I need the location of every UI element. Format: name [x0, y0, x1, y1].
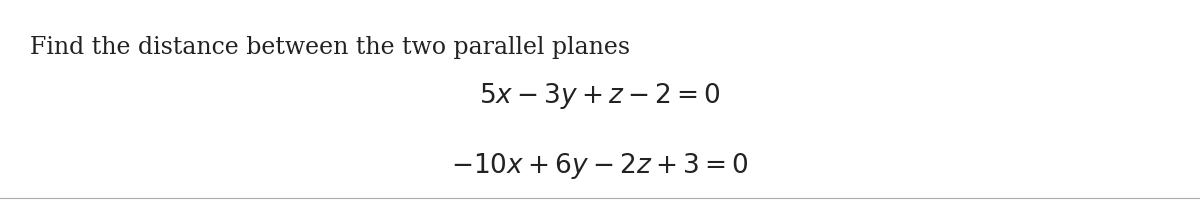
Text: $5x - 3y + z - 2 = 0$: $5x - 3y + z - 2 = 0$ — [479, 81, 721, 111]
Text: $-10x + 6y - 2z + 3 = 0$: $-10x + 6y - 2z + 3 = 0$ — [451, 151, 749, 181]
Text: Find the distance between the two parallel planes: Find the distance between the two parall… — [30, 36, 630, 59]
